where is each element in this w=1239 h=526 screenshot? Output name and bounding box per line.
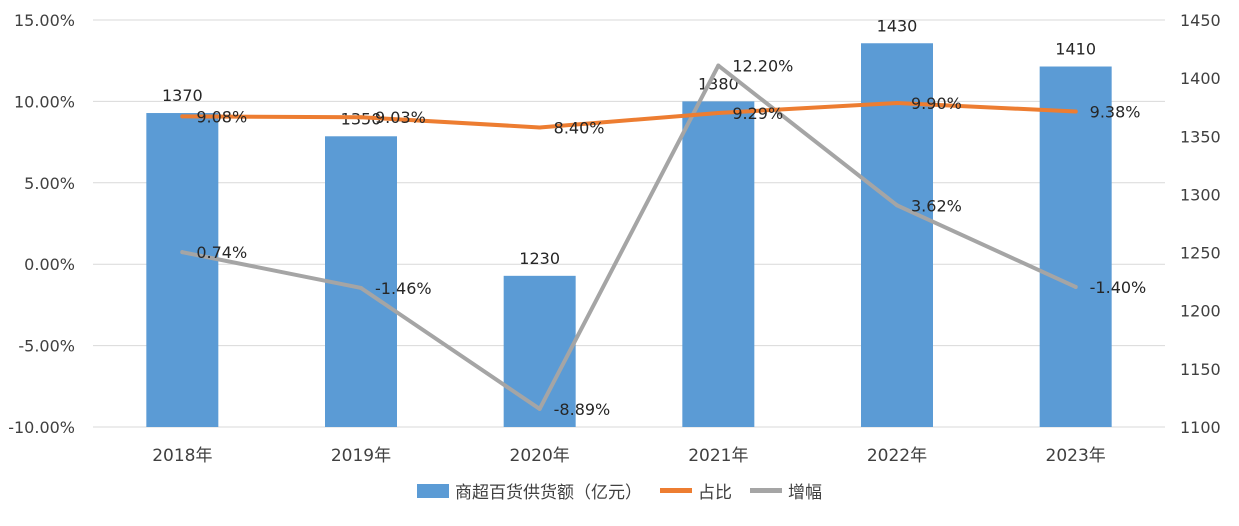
right-tick-label: 1100 — [1180, 418, 1221, 437]
growth-point — [716, 63, 721, 68]
legend-item-share: 占比 — [660, 478, 732, 503]
legend-item-growth: 增幅 — [750, 478, 822, 503]
left-tick-label: 15.00% — [14, 11, 75, 30]
share-point — [359, 115, 363, 120]
growth-data-label: -8.89% — [554, 400, 611, 419]
x-tick-label: 2019年 — [331, 446, 391, 466]
share-data-label: 9.03% — [375, 108, 426, 127]
right-tick-label: 1450 — [1180, 11, 1221, 30]
bar-data-label: 1430 — [877, 16, 918, 35]
left-tick-label: 5.00% — [24, 174, 75, 193]
growth-point — [180, 250, 185, 255]
growth-data-label: 3.62% — [911, 196, 962, 215]
bar — [503, 275, 576, 427]
legend-label-supply: 商超百货供货额（亿元） — [455, 483, 642, 503]
x-tick-label: 2021年 — [688, 446, 748, 466]
bar — [861, 43, 933, 427]
growth-point — [359, 285, 363, 290]
right-tick-label: 1300 — [1180, 185, 1221, 204]
x-tick-label: 2018年 — [152, 446, 212, 466]
share-point — [1073, 109, 1078, 114]
legend-label-share: 占比 — [698, 483, 732, 503]
legend-swatch-share — [660, 488, 692, 493]
combo-chart: 15.00% 10.00% 5.00% 0.00% -5.00% -10.00% 1450 1… — [8, 11, 1221, 466]
bar-data-label: 1230 — [519, 249, 560, 268]
legend-label-growth: 增幅 — [788, 483, 822, 503]
x-tick-label: 2022年 — [867, 446, 927, 466]
growth-data-label: 12.20% — [732, 57, 793, 76]
x-tick-label: 2023年 — [1046, 446, 1106, 466]
left-tick-label: -10.00% — [8, 418, 75, 437]
growth-data-label: -1.46% — [375, 279, 432, 298]
right-tick-label: 1250 — [1180, 244, 1221, 263]
right-tick-label: 1350 — [1180, 127, 1221, 146]
share-point — [180, 114, 185, 119]
share-data-label: 9.29% — [732, 104, 783, 123]
left-tick-label: -5.00% — [18, 337, 75, 356]
right-tick-label: 1200 — [1180, 302, 1221, 321]
legend: 商超百货供货额（亿元） 占比 增幅 — [0, 478, 1239, 503]
share-data-label: 9.38% — [1090, 102, 1141, 121]
legend-swatch-growth — [750, 488, 782, 493]
growth-data-label: -1.40% — [1090, 278, 1147, 297]
bar-data-label: 1410 — [1055, 40, 1096, 59]
growth-point — [1073, 284, 1078, 289]
share-data-label: 9.08% — [196, 107, 247, 126]
bar — [1039, 66, 1112, 427]
share-point — [716, 110, 721, 115]
right-tick-label: 1400 — [1180, 69, 1221, 88]
share-line — [180, 101, 1078, 130]
share-point — [537, 125, 542, 130]
right-tick-label: 1150 — [1180, 360, 1221, 379]
growth-data-label: 0.74% — [196, 243, 247, 262]
legend-swatch-supply — [417, 483, 449, 498]
legend-item-supply: 商超百货供货额（亿元） — [417, 478, 642, 503]
share-data-label: 9.90% — [911, 94, 962, 113]
bar-data-label: 1370 — [162, 86, 203, 105]
growth-point — [895, 203, 899, 208]
bar — [146, 113, 219, 428]
share-point — [895, 101, 899, 106]
bar — [682, 101, 755, 428]
growth-line — [180, 63, 1078, 411]
left-tick-label: 0.00% — [24, 255, 75, 274]
x-tick-label: 2020年 — [510, 446, 570, 466]
left-tick-label: 10.00% — [14, 92, 75, 111]
growth-point — [537, 406, 542, 411]
share-data-label: 8.40% — [554, 118, 605, 137]
